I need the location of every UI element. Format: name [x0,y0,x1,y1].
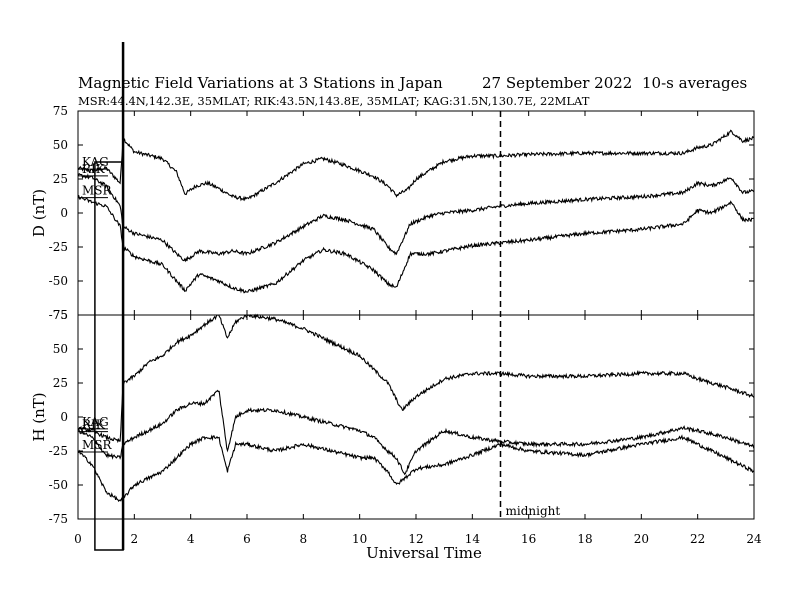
x-tick-label: 2 [131,532,139,546]
y-tick-label: 75 [53,104,68,118]
y-tick-label: 50 [53,342,68,356]
x-tick-label: 18 [577,532,592,546]
x-tick-label: 10 [352,532,367,546]
y-tick-label: 25 [53,172,68,186]
x-tick-label: 22 [690,532,705,546]
y-tick-label: 0 [60,410,68,424]
x-tick-label: 8 [300,532,308,546]
y-tick-label: -25 [49,240,68,254]
x-tick-label: 24 [746,532,762,546]
station-label-rik: RIK [82,162,106,176]
x-tick-label: 14 [465,532,481,546]
y-tick-label: 75 [53,308,68,322]
panel-h-ticks: 75 50 25 0 -25 -50 -75 [49,308,755,526]
x-tick-label: 12 [408,532,423,546]
y-tick-label: -75 [49,512,68,526]
midnight-annotation: midnight [506,504,561,518]
panel-h-ylabel: H (nT) [30,392,48,441]
series-line-kag [77,313,755,444]
y-tick-label: 25 [53,376,68,390]
highlight-box [94,161,124,551]
panel-d-ticks: 75 50 25 0 -25 -50 -75 [49,104,755,322]
panel-d-ylabel: D (nT) [30,189,48,237]
chart-date: 27 September 2022 [482,74,632,92]
chart-averaging: 10-s averages [642,74,747,92]
x-tick-label: 16 [521,532,536,546]
station-label-rik: RIK [82,418,106,432]
series-line-rik [77,173,755,263]
x-axis: 0 2 4 6 8 10 12 14 16 18 20 22 24 [74,532,762,546]
y-tick-label: 50 [53,138,68,152]
station-label-msr: MSR [82,184,113,198]
series-line-kag [77,129,755,202]
chart-title: Magnetic Field Variations at 3 Stations … [78,74,443,92]
y-tick-label: -25 [49,444,68,458]
series-line-msr [77,194,755,294]
x-axis-label: Universal Time [366,544,482,562]
series-line-rik [77,389,755,476]
x-tick-label: 0 [74,532,82,546]
panel-h-frame [77,314,755,520]
y-tick-label: -75 [49,308,68,322]
x-tick-label: 4 [187,532,195,546]
series-line-msr [77,434,755,502]
chart-subtitle: MSR:44.4N,142.3E, 35MLAT; RIK:43.5N,143.… [78,94,590,108]
panel-d-series [77,129,755,294]
panel-h-series [77,313,755,502]
x-tick-label: 20 [634,532,649,546]
y-tick-label: -50 [49,478,68,492]
x-tick-label: 6 [243,532,251,546]
station-label-msr: MSR [82,438,113,452]
y-tick-label: -50 [49,274,68,288]
y-tick-label: 0 [60,206,68,220]
